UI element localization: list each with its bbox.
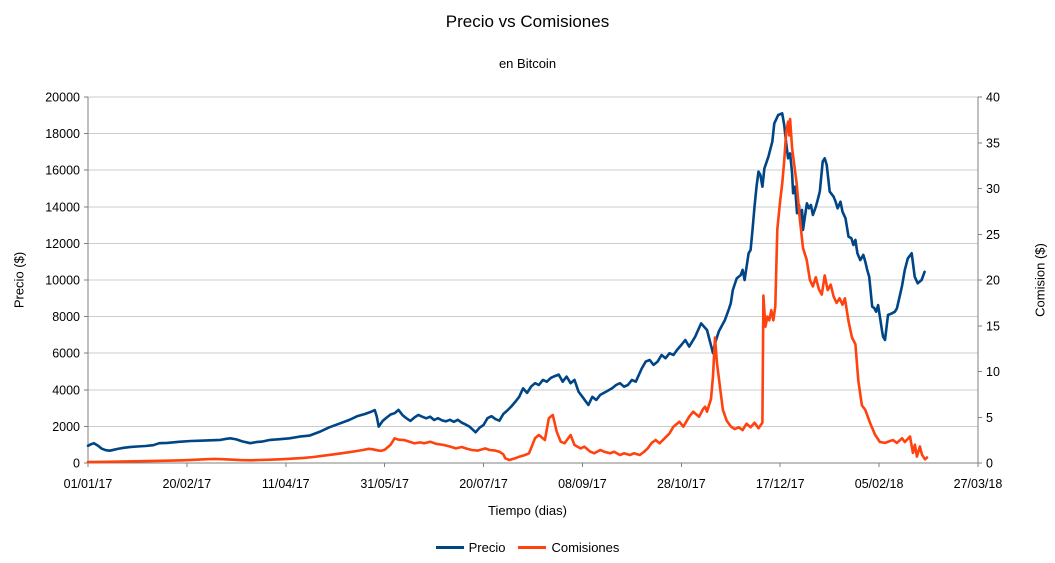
x-tick-label: 08/09/17 bbox=[558, 477, 607, 491]
x-tick-label: 17/12/17 bbox=[756, 477, 805, 491]
y-left-tick-label: 8000 bbox=[52, 310, 80, 324]
y-left-tick-label: 16000 bbox=[45, 164, 80, 178]
y-right-tick-label: 40 bbox=[986, 91, 1000, 105]
y-left-tick-label: 14000 bbox=[45, 200, 80, 214]
y-left-tick-label: 6000 bbox=[52, 347, 80, 361]
y-left-tick-label: 0 bbox=[73, 457, 80, 471]
y-right-tick-label: 20 bbox=[986, 274, 1000, 288]
legend-label: Precio bbox=[468, 540, 506, 555]
legend-item-comisiones: Comisiones bbox=[518, 540, 619, 555]
y-left-tick-label: 20000 bbox=[45, 91, 80, 105]
chart-subtitle: en Bitcoin bbox=[498, 56, 557, 71]
x-tick-label: 27/03/18 bbox=[954, 477, 1003, 491]
y-right-tick-label: 5 bbox=[986, 411, 993, 425]
y-left-tick-label: 2000 bbox=[52, 420, 80, 434]
y-axis-right-title: Comision ($) bbox=[1032, 243, 1048, 317]
x-tick-label: 20/07/17 bbox=[459, 477, 508, 491]
x-tick-label: 11/04/17 bbox=[262, 477, 310, 491]
x-tick-label: 28/10/17 bbox=[657, 477, 706, 491]
y-left-tick-label: 12000 bbox=[45, 237, 80, 251]
y-right-tick-label: 15 bbox=[986, 319, 1000, 333]
y-right-tick-label: 0 bbox=[986, 457, 993, 471]
x-tick-label: 31/05/17 bbox=[360, 477, 409, 491]
y-left-tick-label: 18000 bbox=[45, 127, 80, 141]
x-tick-label: 20/02/17 bbox=[163, 477, 212, 491]
y-right-tick-label: 30 bbox=[986, 182, 1000, 196]
y-left-tick-label: 4000 bbox=[52, 383, 80, 397]
comisiones-line bbox=[86, 117, 929, 464]
chart-title: Precio vs Comisiones bbox=[445, 12, 610, 31]
legend-line-swatch bbox=[435, 546, 464, 549]
y-axis-left-title: Precio ($) bbox=[11, 251, 27, 309]
legend-label: Comisiones bbox=[551, 540, 620, 555]
y-right-tick-label: 10 bbox=[986, 365, 1000, 379]
legend-line-swatch bbox=[518, 546, 547, 549]
x-axis-title: Tiempo (dias) bbox=[488, 503, 567, 518]
x-tick-label: 05/02/18 bbox=[855, 477, 904, 491]
precio-line bbox=[86, 112, 926, 453]
x-tick-label: 01/01/17 bbox=[64, 477, 113, 491]
y-right-tick-label: 25 bbox=[986, 228, 1000, 242]
y-left-tick-label: 10000 bbox=[45, 274, 80, 288]
legend-item-precio: Precio bbox=[435, 540, 506, 555]
legend: Precio Comisiones bbox=[0, 540, 1055, 555]
y-right-tick-label: 35 bbox=[986, 136, 1000, 150]
